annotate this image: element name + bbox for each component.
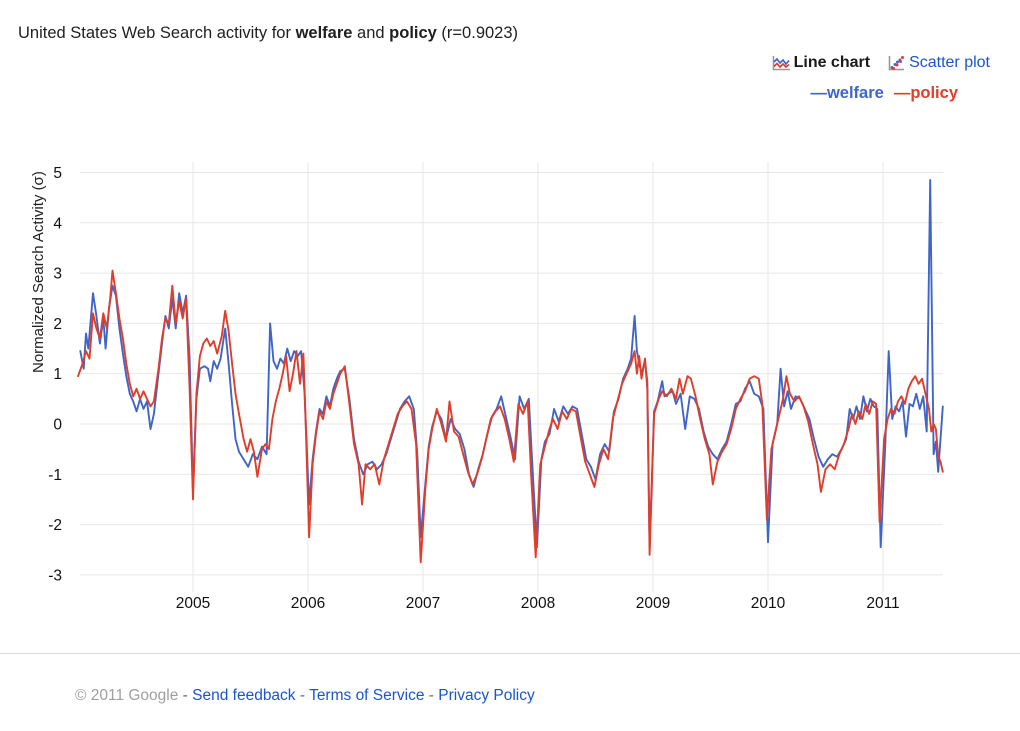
y-tick-label: 1 <box>53 366 62 383</box>
y-tick-label: -1 <box>48 467 62 484</box>
y-tick-label: 4 <box>53 215 62 232</box>
legend-item-welfare: —welfare <box>810 84 883 103</box>
legend-label-policy: policy <box>910 84 958 102</box>
x-tick-label: 2008 <box>521 595 555 612</box>
y-tick-label: 2 <box>53 316 62 333</box>
title-term-policy: policy <box>389 24 437 42</box>
title-connector: and <box>352 24 390 42</box>
title-correlation: (r=0.9023) <box>436 24 519 42</box>
footer: © 2011 Google - Send feedback - Terms of… <box>75 687 535 705</box>
chart-area: -3 -2 -1 0 1 2 3 4 5 2005 2006 2007 2008 2009 2010 2011… <box>0 130 1020 635</box>
series-legend: —welfare —policy <box>810 84 958 103</box>
footer-divider <box>0 653 1020 654</box>
terms-of-service-link[interactable]: Terms of Service <box>309 687 425 704</box>
legend-dash-welfare: — <box>810 84 827 102</box>
welfare-series-line <box>79 179 944 549</box>
send-feedback-link[interactable]: Send feedback <box>192 687 296 704</box>
privacy-policy-link[interactable]: Privacy Policy <box>438 687 535 704</box>
x-tick-label: 2007 <box>406 595 440 612</box>
scatter-plot-link[interactable]: Scatter plot <box>886 54 990 72</box>
x-tick-label: 2005 <box>176 595 210 612</box>
line-chart-label: Line chart <box>793 54 871 71</box>
footer-separator: - <box>178 687 193 704</box>
legend-item-policy: —policy <box>894 84 958 103</box>
x-tick-label: 2006 <box>291 595 325 612</box>
title-prefix: United States Web Search activity for <box>18 24 296 42</box>
scatter-plot-label: Scatter plot <box>909 54 990 71</box>
y-tick-label: 3 <box>53 266 62 283</box>
scatter-plot-icon <box>886 54 906 72</box>
y-tick-label: -3 <box>48 567 62 584</box>
y-tick-label: 0 <box>53 417 62 434</box>
y-tick-label: -2 <box>48 517 62 534</box>
copyright-text: © 2011 Google <box>75 687 179 704</box>
x-tick-label: 2011 <box>866 595 899 612</box>
legend-label-welfare: welfare <box>826 84 884 102</box>
x-tick-label: 2009 <box>636 595 670 612</box>
legend-dash-policy: — <box>893 84 911 102</box>
y-tick-label: 5 <box>53 165 62 182</box>
view-controls: Line chart Scatter plot <box>771 54 990 72</box>
line-chart-canvas: -3 -2 -1 0 1 2 3 4 5 2005 2006 2007 2008 2009 2010 2011 <box>48 162 944 612</box>
page-title: United States Web Search activity for we… <box>18 24 518 43</box>
footer-separator: - <box>424 687 439 704</box>
line-chart-icon <box>771 54 791 72</box>
x-tick-label: 2010 <box>751 595 786 612</box>
line-chart-button[interactable]: Line chart <box>771 54 870 72</box>
title-term-welfare: welfare <box>295 24 353 42</box>
footer-separator: - <box>295 687 310 704</box>
policy-series-line <box>77 269 944 564</box>
